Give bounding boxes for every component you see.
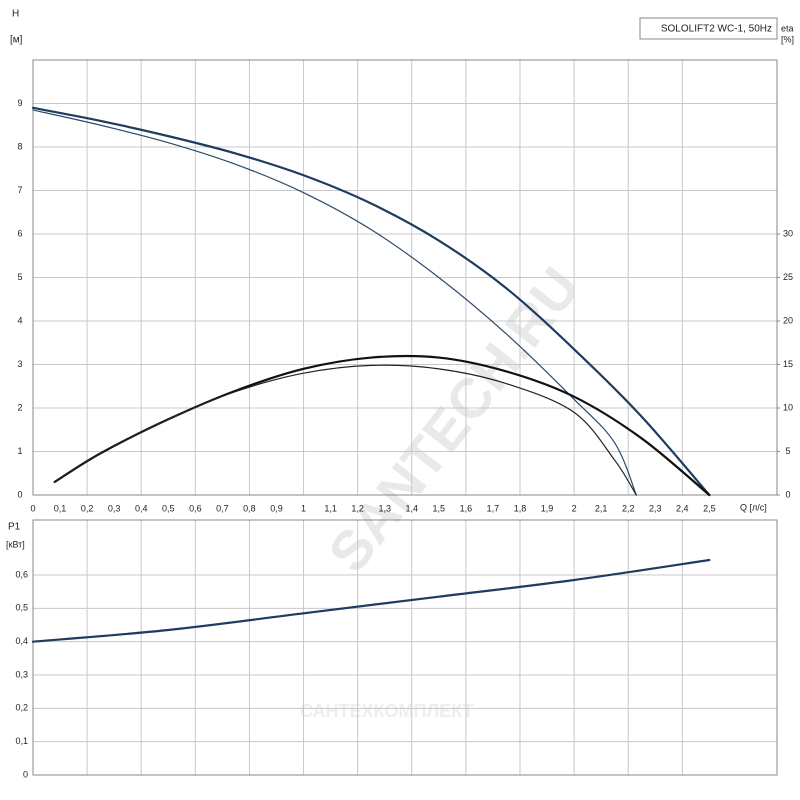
x-tick-label: 0,7 bbox=[216, 503, 229, 513]
x-tick-label: 0,1 bbox=[54, 503, 67, 513]
x-tick-label: 2,1 bbox=[595, 503, 608, 513]
curve bbox=[32, 109, 637, 496]
y-tick-label: 6 bbox=[17, 228, 22, 238]
y2-axis-label: eta bbox=[781, 23, 794, 33]
y-tick-label: 0,4 bbox=[15, 636, 28, 646]
y2-tick-label: 25 bbox=[783, 272, 793, 282]
y-tick-label: 7 bbox=[17, 185, 22, 195]
y2-tick-label: 5 bbox=[785, 446, 790, 456]
x-tick-label: 0,4 bbox=[135, 503, 148, 513]
x-tick-label: 0 bbox=[30, 503, 35, 513]
x-tick-label: 2 bbox=[572, 503, 577, 513]
x-tick-label: 0,9 bbox=[270, 503, 283, 513]
x-tick-label: 0,2 bbox=[81, 503, 94, 513]
y-tick-label: 3 bbox=[17, 359, 22, 369]
x-tick-label: 1,9 bbox=[541, 503, 554, 513]
x-tick-label: 2,3 bbox=[649, 503, 662, 513]
x-tick-label: 2,5 bbox=[703, 503, 716, 513]
y-tick-label: 0,5 bbox=[15, 603, 28, 613]
y-tick-label: 2 bbox=[17, 402, 22, 412]
y-axis-label: H bbox=[12, 9, 19, 20]
x-axis-label: Q [л/с] bbox=[740, 502, 767, 512]
curve bbox=[31, 106, 711, 497]
y2-axis-unit: [%] bbox=[781, 34, 794, 44]
y-tick-label: 5 bbox=[17, 272, 22, 282]
y-tick-label: 0 bbox=[23, 769, 28, 779]
curve bbox=[31, 558, 711, 643]
plot-frame bbox=[32, 59, 778, 496]
chart-title: SOLOLIFT2 WC-1, 50Hz bbox=[661, 24, 772, 35]
y-tick-label: 0,2 bbox=[15, 703, 28, 713]
x-tick-label: 1,4 bbox=[406, 503, 419, 513]
x-tick-label: 2,2 bbox=[622, 503, 635, 513]
plot-frame bbox=[32, 519, 778, 776]
y-tick-label: 0 bbox=[17, 489, 22, 499]
curve bbox=[54, 364, 637, 496]
x-tick-label: 1,2 bbox=[351, 503, 364, 513]
y2-tick-label: 10 bbox=[783, 402, 793, 412]
y-tick-label: 8 bbox=[17, 141, 22, 151]
title-box bbox=[639, 17, 778, 40]
x-tick-label: 1,6 bbox=[460, 503, 473, 513]
y-axis-unit: [м] bbox=[10, 35, 23, 46]
y-tick-label: 0,1 bbox=[15, 736, 28, 746]
x-tick-label: 1,8 bbox=[514, 503, 527, 513]
y2-tick-label: 30 bbox=[783, 228, 793, 238]
x-tick-label: 0,6 bbox=[189, 503, 202, 513]
x-tick-label: 1,1 bbox=[324, 503, 337, 513]
watermark: САНТЕХКОМПЛЕКТ bbox=[300, 701, 474, 721]
x-tick-label: 0,8 bbox=[243, 503, 256, 513]
y-tick-label: 9 bbox=[17, 98, 22, 108]
x-tick-label: 2,4 bbox=[676, 503, 689, 513]
x-tick-label: 0,3 bbox=[108, 503, 121, 513]
y2-tick-label: 15 bbox=[783, 359, 793, 369]
x-tick-label: 1 bbox=[301, 503, 306, 513]
x-tick-label: 1,5 bbox=[433, 503, 446, 513]
y-tick-label: 4 bbox=[17, 315, 22, 325]
y-tick-label: 1 bbox=[17, 446, 22, 456]
x-tick-label: 1,3 bbox=[378, 503, 391, 513]
y2-tick-label: 0 bbox=[785, 489, 790, 499]
x-tick-label: 1,7 bbox=[487, 503, 500, 513]
y-tick-label: 0,3 bbox=[15, 669, 28, 679]
y2-tick-label: 20 bbox=[783, 315, 793, 325]
y-tick-label: 0,6 bbox=[15, 569, 28, 579]
y-axis-label: P1 bbox=[8, 522, 21, 533]
y-axis-unit: [кВт] bbox=[6, 539, 25, 549]
x-tick-label: 0,5 bbox=[162, 503, 175, 513]
